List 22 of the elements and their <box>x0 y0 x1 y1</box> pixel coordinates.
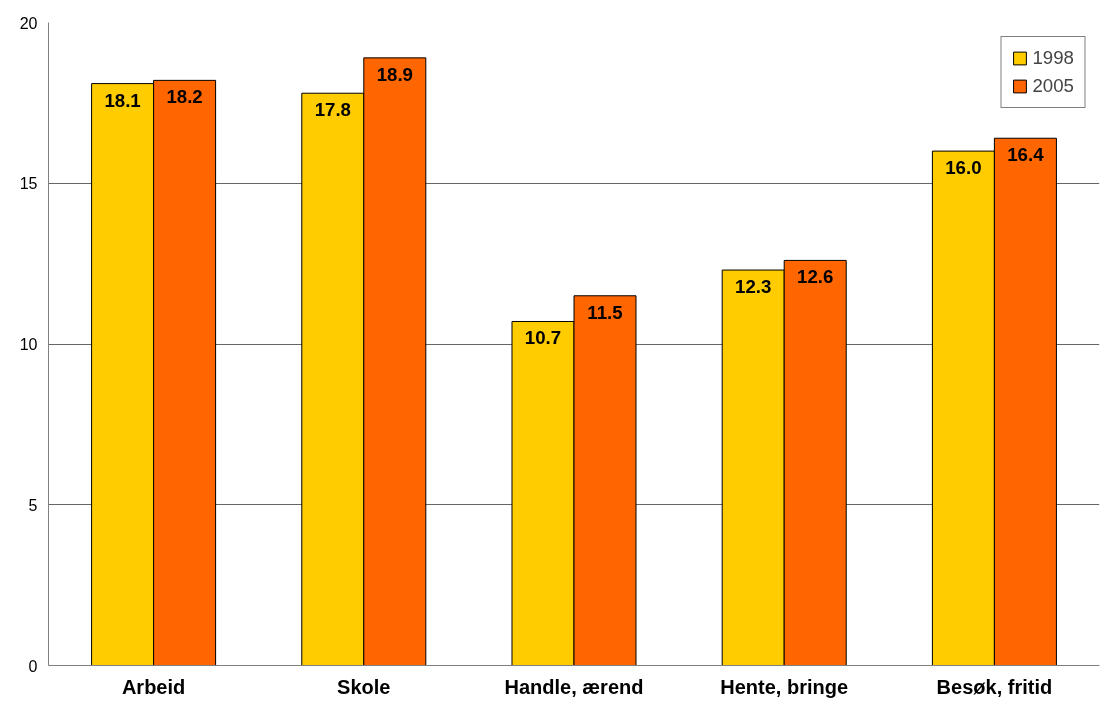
data-label: 18.9 <box>376 63 413 85</box>
y-tick-label: 5 <box>28 496 38 514</box>
y-tick-label: 20 <box>19 14 38 32</box>
y-tick-label: 15 <box>19 175 38 193</box>
data-label: 12.3 <box>735 276 772 298</box>
x-tick-label: Skole <box>337 675 391 698</box>
data-label: 16.0 <box>945 157 982 179</box>
legend-label: 2005 <box>1032 75 1074 97</box>
y-tick-label: 10 <box>19 336 38 353</box>
legend-label: 1998 <box>1032 47 1074 69</box>
x-tick-label: Besøk, fritid <box>936 675 1053 698</box>
x-tick-label: Hente, bringe <box>720 675 849 698</box>
x-tick-label: Handle, ærend <box>504 675 644 698</box>
data-label: 12.6 <box>797 266 834 288</box>
x-tick-label: Arbeid <box>121 675 186 698</box>
data-label: 16.4 <box>1007 144 1045 166</box>
y-tick-label: 0 <box>28 657 38 675</box>
data-label: 17.8 <box>314 99 351 121</box>
data-label: 10.7 <box>524 327 562 349</box>
data-label: 18.1 <box>104 89 141 111</box>
data-label: 18.2 <box>166 86 203 108</box>
data-label: 11.5 <box>587 301 623 323</box>
